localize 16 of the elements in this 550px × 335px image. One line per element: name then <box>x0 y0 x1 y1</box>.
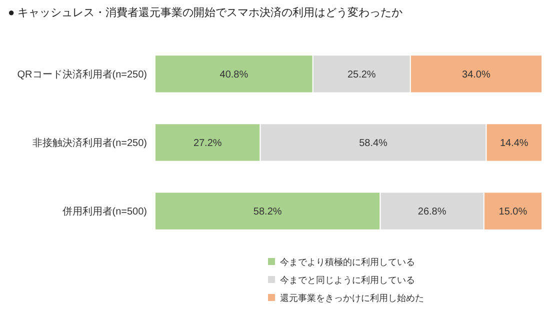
chart-title: ● キャッシュレス・消費者還元事業の開始でスマホ決済の利用はどう変わったか <box>8 6 403 19</box>
legend-label: 還元事業をきっかけに利用し始めた <box>280 293 424 304</box>
data-label: 58.2% <box>253 206 282 218</box>
y-tick-label: 非接触決済利用者(n=250) <box>32 137 147 149</box>
data-label: 40.8% <box>220 69 248 80</box>
data-label: 25.2% <box>347 69 376 80</box>
y-tick-label: QRコード決済利用者(n=250) <box>17 68 147 80</box>
data-label: 14.4% <box>500 138 528 149</box>
legend-label: 今までと同じように利用している <box>280 275 415 286</box>
data-label: 34.0% <box>462 69 490 80</box>
data-label: 58.4% <box>359 138 388 149</box>
data-label: 15.0% <box>498 206 528 218</box>
data-label: 27.2% <box>193 138 222 149</box>
y-tick-label: 併用利用者(n=500) <box>62 206 147 218</box>
data-label: 26.8% <box>418 206 446 218</box>
legend-label: 今までより積極的に利用している <box>280 257 415 268</box>
